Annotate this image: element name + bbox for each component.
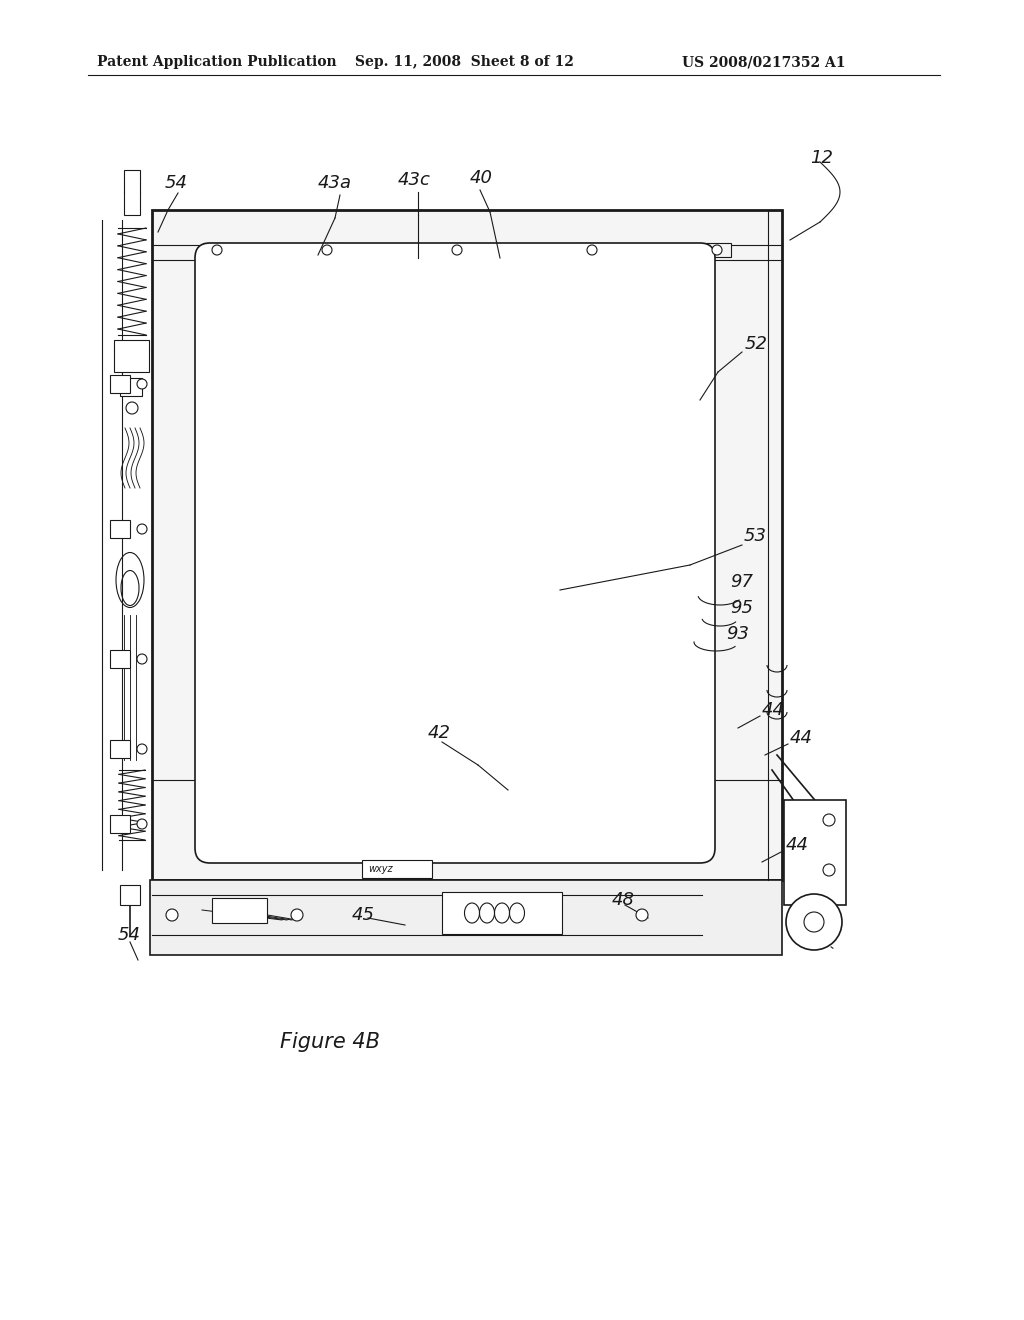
Text: Figure 4B: Figure 4B xyxy=(280,1032,380,1052)
Circle shape xyxy=(166,909,178,921)
Text: Sep. 11, 2008  Sheet 8 of 12: Sep. 11, 2008 Sheet 8 of 12 xyxy=(355,55,573,69)
Text: 44: 44 xyxy=(762,701,785,719)
Circle shape xyxy=(486,909,498,921)
Bar xyxy=(124,170,140,215)
Circle shape xyxy=(452,246,462,255)
Text: 42: 42 xyxy=(428,723,451,742)
Text: 45: 45 xyxy=(352,906,375,924)
Text: Patent Application Publication: Patent Application Publication xyxy=(97,55,337,69)
Circle shape xyxy=(322,246,332,255)
Bar xyxy=(443,243,471,257)
Circle shape xyxy=(804,912,824,932)
Text: wxyz: wxyz xyxy=(368,865,392,874)
Bar xyxy=(578,243,606,257)
Text: 54: 54 xyxy=(118,927,141,944)
Circle shape xyxy=(587,246,597,255)
Bar xyxy=(110,649,130,668)
Text: US 2008/0217352 A1: US 2008/0217352 A1 xyxy=(682,55,846,69)
Text: 43a: 43a xyxy=(318,174,352,191)
Bar xyxy=(110,375,130,393)
Circle shape xyxy=(712,246,722,255)
Bar xyxy=(784,800,846,906)
Circle shape xyxy=(137,524,147,535)
Text: 52: 52 xyxy=(745,335,768,352)
Text: 97: 97 xyxy=(730,573,753,591)
Bar xyxy=(110,814,130,833)
FancyBboxPatch shape xyxy=(195,243,715,863)
Bar xyxy=(203,243,231,257)
Text: 95: 95 xyxy=(730,599,753,616)
Text: 44: 44 xyxy=(786,836,809,854)
Bar xyxy=(110,741,130,758)
Bar xyxy=(362,861,432,878)
Bar xyxy=(442,892,562,935)
Bar xyxy=(150,880,782,954)
Bar xyxy=(120,884,140,906)
Bar xyxy=(114,341,150,372)
Bar xyxy=(120,378,142,396)
Circle shape xyxy=(636,909,648,921)
Text: 53: 53 xyxy=(744,527,767,545)
Circle shape xyxy=(137,379,147,389)
Circle shape xyxy=(823,814,835,826)
Text: 93: 93 xyxy=(726,624,749,643)
Circle shape xyxy=(823,865,835,876)
Text: 43c: 43c xyxy=(398,172,431,189)
Text: 44: 44 xyxy=(790,729,813,747)
Bar xyxy=(152,210,782,880)
Bar xyxy=(703,243,731,257)
Text: 40: 40 xyxy=(470,169,493,187)
Circle shape xyxy=(137,653,147,664)
Circle shape xyxy=(212,246,222,255)
Text: 48: 48 xyxy=(612,891,635,909)
Circle shape xyxy=(126,403,138,414)
Circle shape xyxy=(786,894,842,950)
Bar xyxy=(110,520,130,539)
Bar xyxy=(212,898,267,923)
Bar xyxy=(313,243,341,257)
Text: 54: 54 xyxy=(165,174,188,191)
Text: 12: 12 xyxy=(810,149,833,168)
Circle shape xyxy=(137,818,147,829)
Circle shape xyxy=(137,744,147,754)
Circle shape xyxy=(291,909,303,921)
